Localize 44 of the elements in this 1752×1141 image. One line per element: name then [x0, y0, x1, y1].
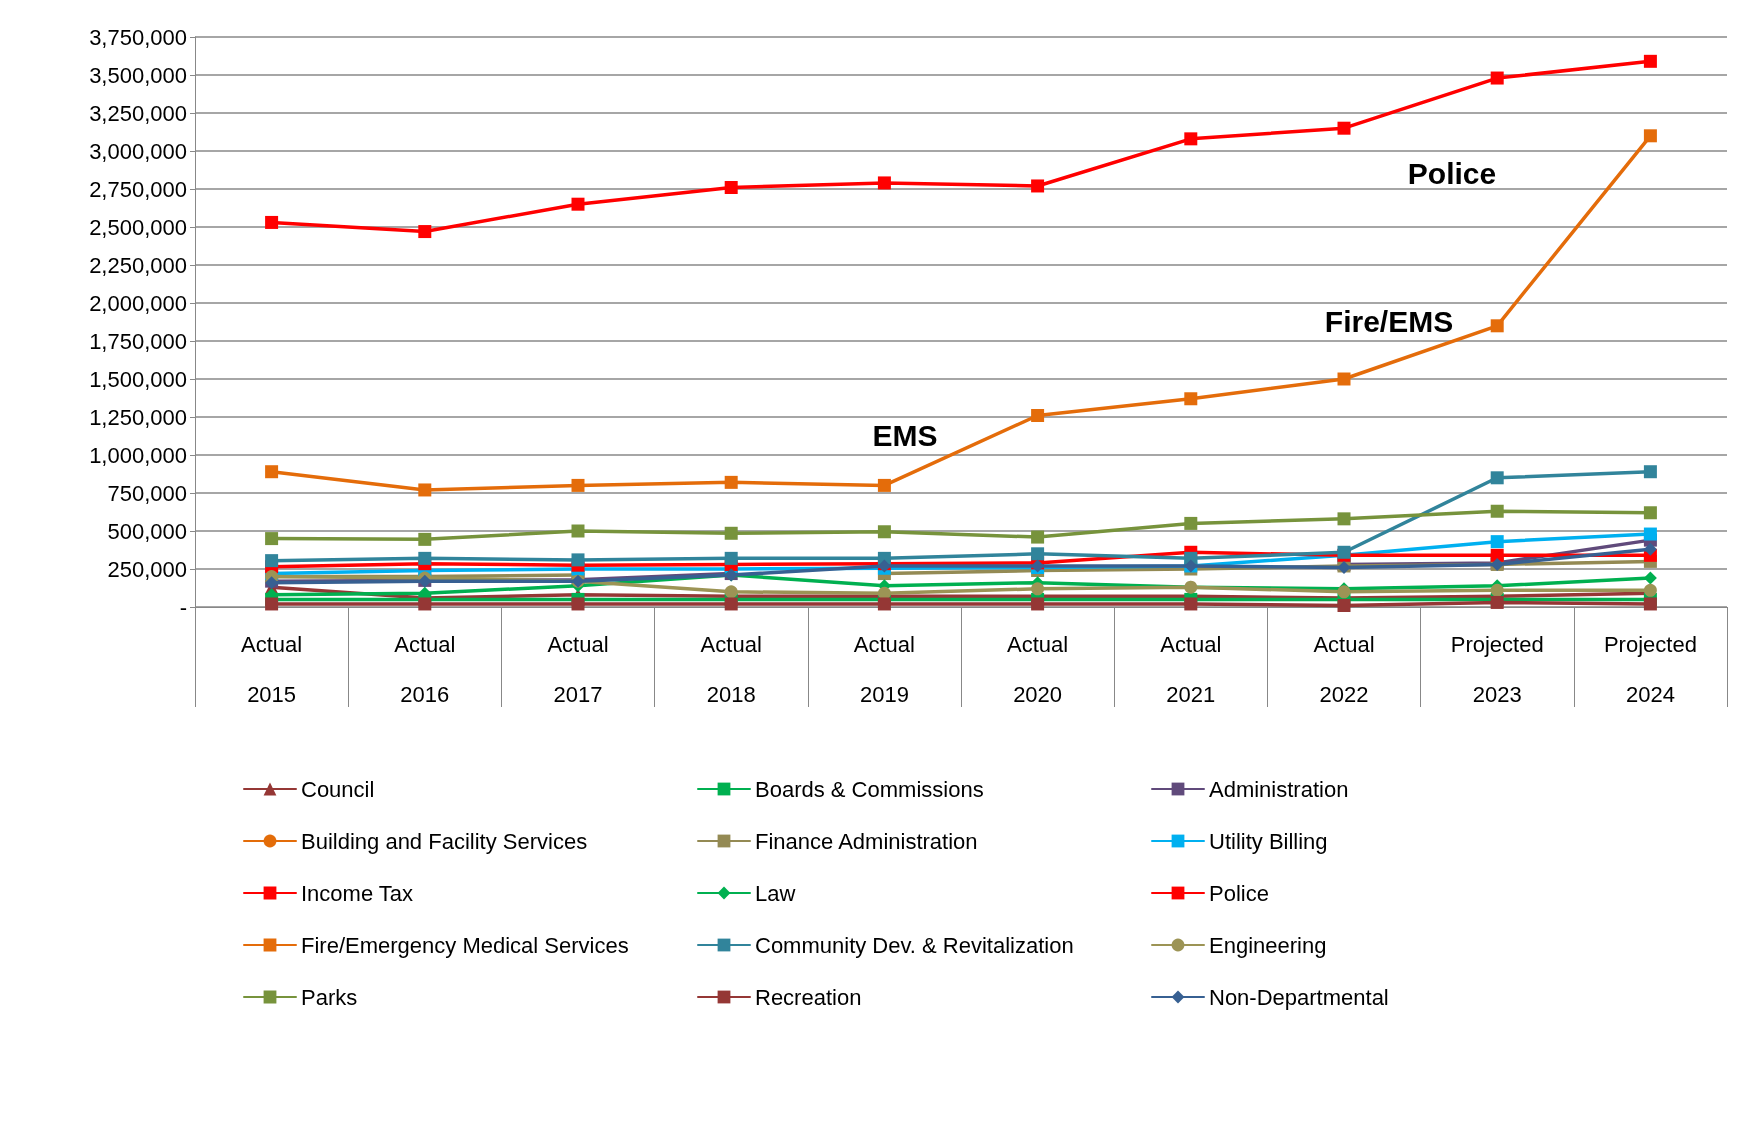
y-tick-label: 2,500,000	[89, 214, 187, 240]
x-tick-label: Actual 2021	[1160, 631, 1222, 707]
x-tick-label: Projected 2024	[1603, 631, 1697, 707]
y-tick-label: 1,250,000	[89, 404, 187, 430]
x-tick-label: Actual 2015	[241, 631, 303, 707]
legend-label: Fire/Emergency Medical Services	[301, 932, 629, 958]
legend-label: Council	[301, 776, 375, 802]
legend-label: Income Tax	[301, 880, 414, 906]
legend-label: Finance Administration	[755, 828, 978, 854]
legend-label: Recreation	[755, 984, 862, 1010]
x-tick-label: Actual 2019	[853, 631, 915, 707]
y-tick-label: 1,750,000	[89, 328, 187, 354]
x-tick-label: Actual 2020	[1007, 631, 1069, 707]
legend-label: Engineering	[1209, 932, 1327, 958]
annotation: EMS	[872, 418, 938, 452]
y-tick-label: 250,000	[107, 556, 187, 582]
annotation: Fire/EMS	[1324, 304, 1454, 338]
y-tick-label: 2,250,000	[89, 252, 187, 278]
y-tick-label: 3,000,000	[89, 138, 187, 164]
legend-label: Parks	[301, 984, 358, 1010]
x-tick-label: Actual 2018	[700, 631, 762, 707]
y-tick-label: 2,750,000	[89, 176, 187, 202]
x-tick-label: Actual 2017	[547, 631, 609, 707]
x-tick-label: Actual 2022	[1313, 631, 1375, 707]
y-tick-label: 3,250,000	[89, 100, 187, 126]
y-tick-label: -	[179, 594, 187, 620]
legend-label: Police	[1209, 880, 1269, 906]
y-tick-label: 2,000,000	[89, 290, 187, 316]
legend-label: Boards & Commissions	[755, 776, 984, 802]
y-tick-label: 1,000,000	[89, 442, 187, 468]
x-tick-label: Projected 2023	[1450, 631, 1544, 707]
legend-label: Community Dev. & Revitalization	[755, 932, 1074, 958]
x-tick-label: Actual 2016	[394, 631, 456, 707]
legend-label: Non-Departmental	[1209, 984, 1389, 1010]
legend-label: Building and Facility Services	[301, 828, 588, 854]
legend-label: Administration	[1209, 776, 1349, 802]
y-tick-label: 3,500,000	[89, 62, 187, 88]
y-tick-label: 500,000	[107, 518, 187, 544]
y-tick-label: 1,500,000	[89, 366, 187, 392]
legend-label: Utility Billing	[1209, 828, 1328, 854]
y-tick-label: 750,000	[107, 480, 187, 506]
legend-label: Law	[755, 880, 796, 906]
annotation: Police	[1407, 156, 1497, 190]
y-tick-label: 3,750,000	[89, 24, 187, 50]
